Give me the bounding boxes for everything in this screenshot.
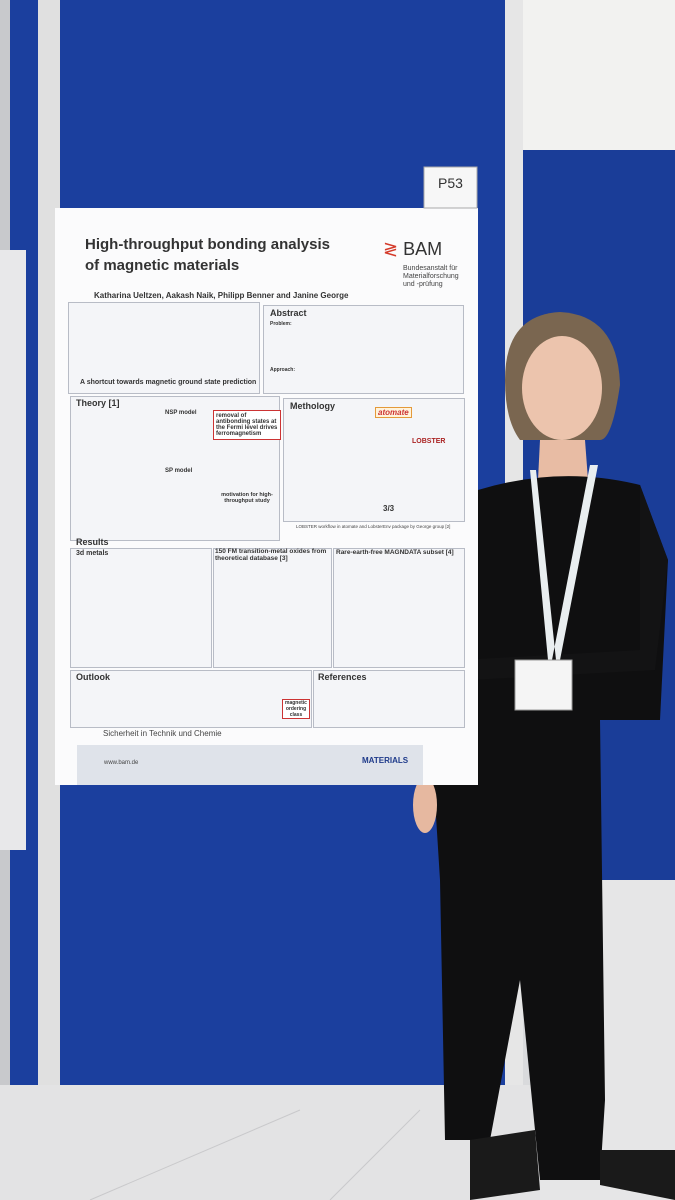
label: motivation for high-throughput study <box>221 492 273 504</box>
institute-line: und -prüfung <box>403 281 443 289</box>
intro-caption: A shortcut towards magnetic ground state… <box>80 379 257 386</box>
poster-title: High-throughput bonding analysis of magn… <box>85 234 330 276</box>
section-heading: Outlook <box>76 672 110 682</box>
results-heading: Rare-earth-free MAGNDATA subset [4] <box>336 549 454 556</box>
intro-box <box>68 302 260 394</box>
title-line: of magnetic materials <box>85 257 240 274</box>
abstract-heading: Abstract <box>270 308 307 318</box>
outlook-box <box>70 670 312 728</box>
section-heading: References <box>318 672 367 682</box>
results-heading: 150 FM transition-metal oxides from theo… <box>215 548 327 562</box>
section-heading: Results <box>76 537 109 547</box>
caption: LOBSTER workflow in atomate and LobsterE… <box>296 524 451 529</box>
score: 3/3 <box>383 504 395 513</box>
abstract-box <box>263 305 464 394</box>
authors: Katharina Ueltzen, Aakash Naik, Philipp … <box>94 291 349 300</box>
lobster-logo: LOBSTER <box>412 438 446 445</box>
abstract-label: Approach: <box>270 367 295 373</box>
title-line: High-throughput bonding analysis <box>85 236 330 253</box>
logo-text: BAM <box>403 239 443 259</box>
theory-callout: removal of antibonding states at the Fer… <box>213 410 281 440</box>
abstract-label: Problem: <box>270 321 292 327</box>
section-heading: Methology <box>290 401 335 411</box>
poster-number: P53 <box>438 175 463 191</box>
label: NSP model <box>165 410 197 416</box>
results-heading: 3d metals <box>76 550 109 557</box>
url: www.bam.de <box>104 760 139 766</box>
references-box <box>313 670 465 728</box>
brand: MATERIALS <box>362 756 409 765</box>
institute-line: Bundesanstalt für <box>403 265 458 272</box>
label: SP model <box>165 468 193 474</box>
outlook-callout: magnetic ordering class <box>282 699 310 719</box>
slogan: Sicherheit in Technik und Chemie <box>103 729 222 738</box>
atomate-logo: atomate <box>375 407 412 418</box>
logo: ≷ BAM <box>383 239 443 259</box>
institute: Bundesanstalt für Materialforschung und … <box>403 265 459 289</box>
results-box <box>70 548 212 668</box>
results-box <box>333 548 465 668</box>
institute-line: Materialforschung <box>403 273 459 281</box>
section-heading: Theory [1] <box>76 398 120 408</box>
methodology-box <box>283 398 465 522</box>
results-box <box>213 548 332 668</box>
